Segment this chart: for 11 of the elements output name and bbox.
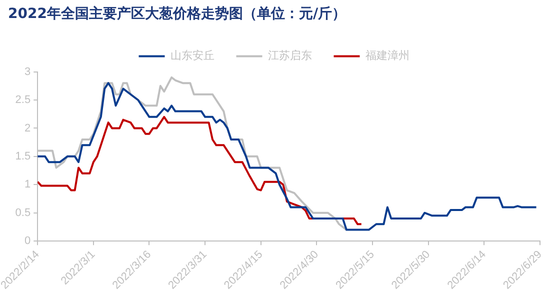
legend-label: 江苏启东 [268,49,312,62]
y-tick-label: 3 [24,66,31,78]
y-tick-label: 0.5 [15,206,31,219]
legend-label: 山东安丘 [170,49,214,62]
y-tick-label: 2 [24,122,31,134]
chart-title: 2022年全国主要产区大葱价格走势图（单位：元/斤） [8,5,346,22]
y-tick-label: 2.5 [15,94,31,106]
legend-label: 福建漳州 [365,49,410,62]
y-tick-label: 0 [24,235,31,248]
y-tick-label: 1 [24,178,31,191]
y-tick-label: 1.5 [15,150,31,162]
